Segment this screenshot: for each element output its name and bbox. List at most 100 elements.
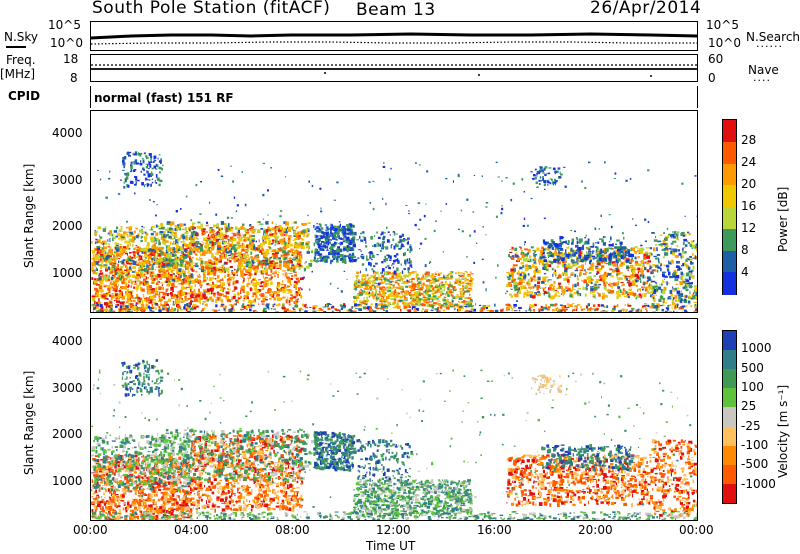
range-gate-cell [387, 231, 390, 233]
range-gate-cell [510, 268, 515, 272]
range-gate-cell [389, 287, 392, 289]
range-gate-cell [355, 275, 360, 277]
range-gate-cell [288, 277, 293, 281]
range-gate-cell [637, 280, 639, 282]
range-gate-cell [270, 256, 273, 259]
range-gate-cell [185, 260, 189, 265]
range-gate-cell [252, 230, 257, 232]
range-gate-cell [210, 232, 212, 234]
range-gate-cell [309, 259, 313, 263]
range-gate-cell [219, 232, 224, 236]
range-gate-cell [377, 236, 381, 239]
range-gate-cell [233, 288, 236, 291]
range-gate-cell [317, 241, 321, 243]
range-gate-cell [136, 235, 139, 239]
range-gate-cell [127, 286, 129, 288]
range-gate-cell [261, 252, 266, 254]
range-gate-cell [579, 249, 582, 253]
range-gate-cell [144, 184, 146, 186]
range-gate-cell [187, 278, 191, 282]
range-gate-cell [154, 256, 156, 260]
range-gate-cell [568, 246, 570, 248]
range-gate-cell [263, 280, 265, 283]
range-gate-cell [148, 272, 150, 274]
range-gate-cell [173, 235, 176, 239]
range-gate-cell [557, 167, 561, 170]
range-gate-cell [369, 287, 372, 289]
range-gate-cell [170, 247, 174, 250]
range-gate-cell [145, 303, 148, 307]
range-gate-cell [94, 248, 99, 251]
range-gate-cell [257, 265, 259, 270]
range-gate-cell [255, 232, 257, 234]
range-gate-cell [155, 174, 158, 178]
range-gate-cell [190, 265, 194, 268]
range-gate-cell [222, 287, 226, 290]
range-gate-cell [602, 242, 606, 246]
range-gate-cell [176, 268, 181, 273]
range-gate-cell [242, 226, 246, 231]
range-gate-cell [142, 306, 145, 310]
range-gate-cell [382, 241, 385, 244]
range-gate-cell [257, 290, 259, 292]
range-gate-cell [172, 259, 176, 261]
range-gate-cell [369, 254, 372, 258]
range-gate-cell [343, 248, 346, 251]
range-gate-cell [126, 172, 130, 177]
range-gate-cell [448, 292, 451, 296]
range-gate-cell [604, 271, 607, 274]
range-gate-cell [339, 237, 342, 240]
range-gate-cell [168, 235, 172, 239]
range-gate-cell [260, 228, 264, 230]
range-gate-cell [165, 290, 168, 292]
range-gate-cell [154, 263, 159, 265]
range-gate-cell [212, 257, 216, 259]
range-gate-cell [637, 271, 639, 274]
range-gate-cell [387, 286, 391, 288]
range-gate-cell [242, 299, 245, 302]
range-gate-cell [622, 274, 626, 276]
range-gate-cell [127, 255, 131, 257]
range-gate-cell [134, 159, 138, 163]
range-gate-cell [381, 268, 385, 272]
range-gate-cell [104, 226, 107, 230]
range-gate-cell [333, 238, 338, 240]
range-gate-cell [635, 256, 637, 260]
range-gate-cell [650, 291, 654, 294]
range-gate-cell [119, 267, 123, 269]
range-gate-cell [257, 256, 260, 259]
range-gate-cell [171, 264, 174, 266]
range-gate-cell [336, 249, 340, 253]
range-gate-cell [321, 231, 325, 233]
range-gate-cell [590, 264, 593, 268]
range-gate-cell [101, 258, 103, 260]
range-gate-cell [380, 282, 383, 285]
range-gate-cell [545, 260, 549, 264]
range-gate-cell [359, 303, 363, 306]
range-gate-cell [216, 223, 219, 228]
range-gate-cell [285, 221, 289, 226]
range-gate-cell [193, 298, 198, 302]
range-gate-cell [250, 226, 255, 229]
range-gate-cell [182, 262, 184, 266]
range-gate-cell [126, 274, 130, 279]
range-gate-cell [176, 251, 180, 254]
range-gate-cell [205, 231, 208, 233]
range-gate-cell [574, 269, 579, 272]
range-gate-cell [359, 235, 361, 239]
range-gate-cell [281, 242, 284, 246]
range-gate-cell [201, 281, 205, 283]
range-gate-cell [233, 255, 238, 258]
range-gate-cell [365, 288, 370, 291]
range-gate-cell [293, 244, 295, 248]
range-gate-cell [403, 297, 408, 300]
range-gate-cell [314, 228, 317, 231]
range-gate-cell [470, 271, 472, 273]
range-gate-cell [407, 262, 411, 264]
range-gate-cell [609, 285, 614, 287]
range-gate-cell [248, 278, 250, 282]
range-gate-cell [161, 234, 165, 237]
range-gate-cell [123, 276, 125, 279]
range-gate-cell [291, 254, 294, 257]
range-gate-cell [172, 301, 175, 305]
